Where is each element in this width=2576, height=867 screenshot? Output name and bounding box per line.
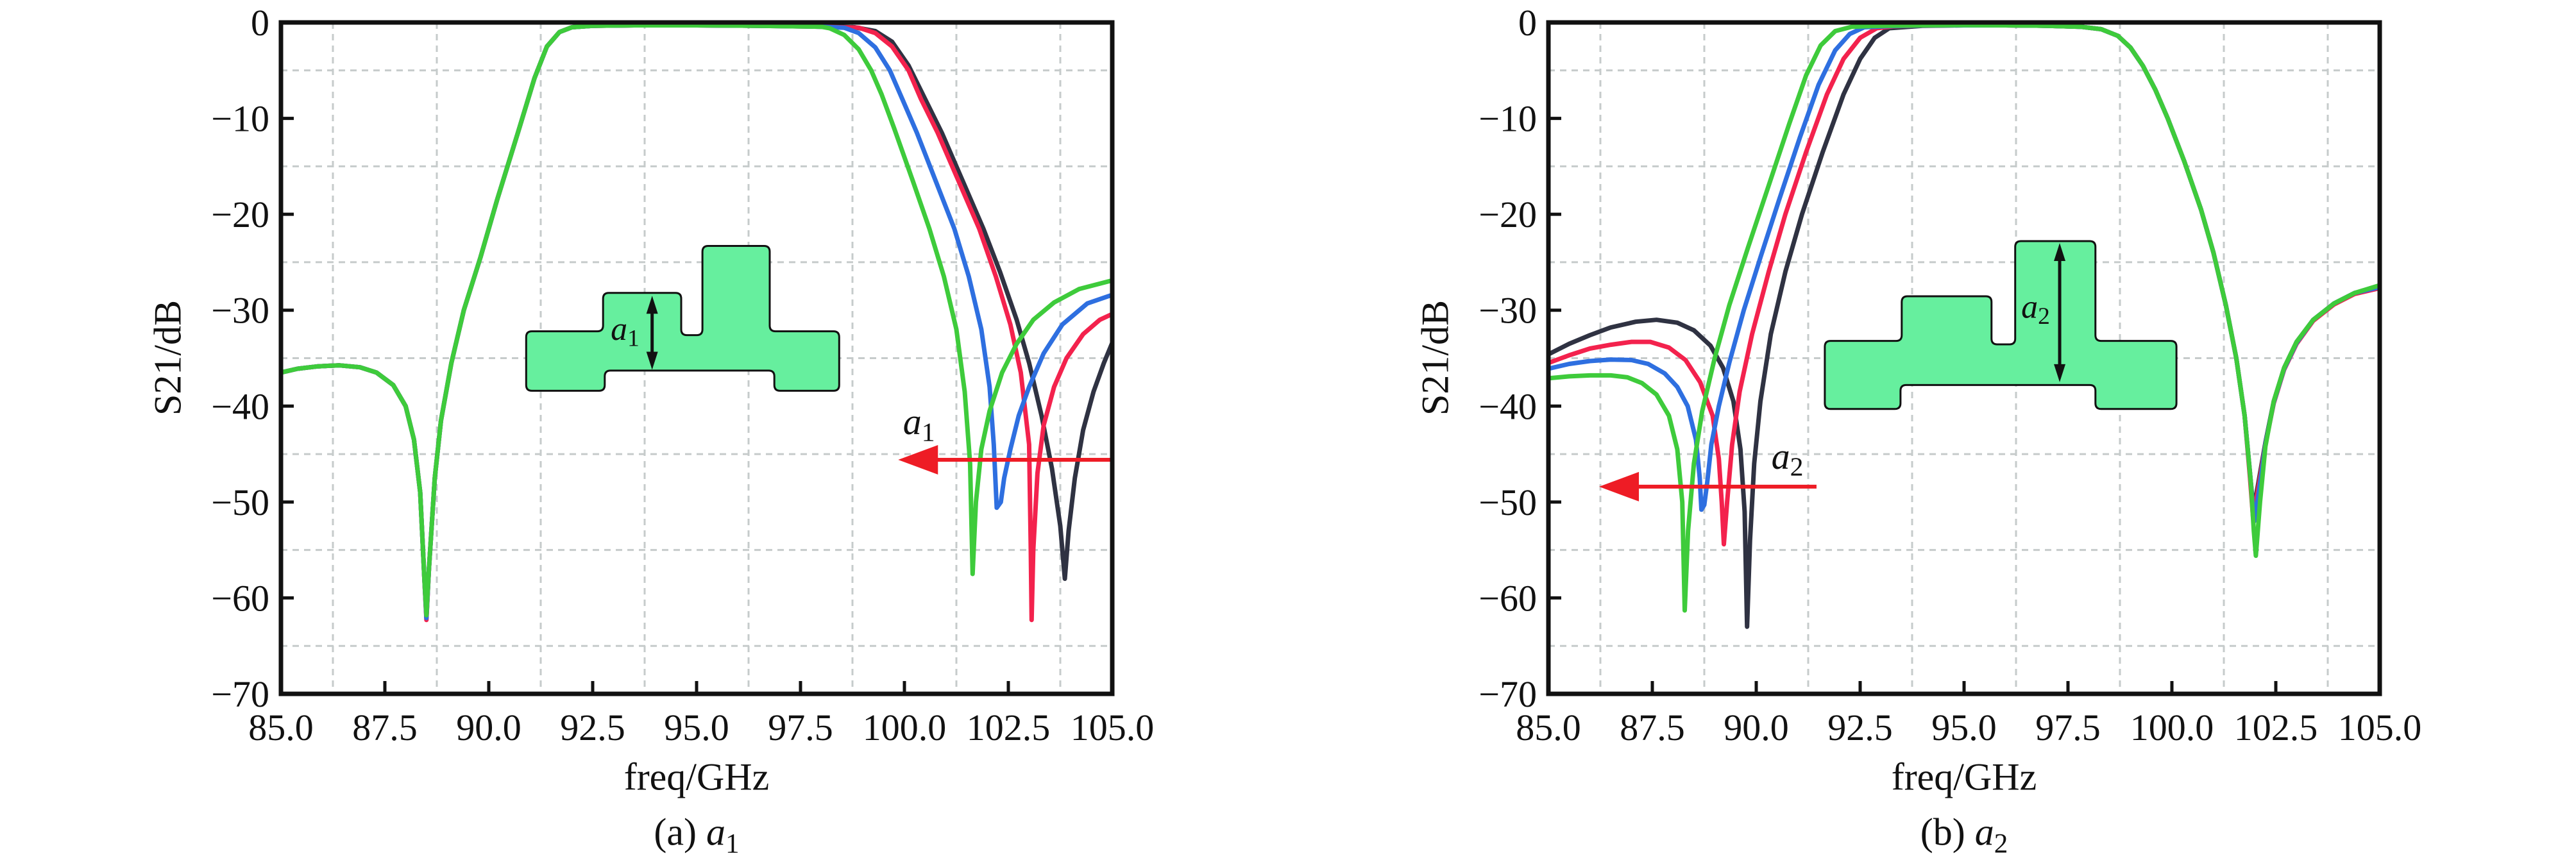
x-tick-label: 85.0 <box>1516 707 1581 748</box>
y-tick-label: −20 <box>211 194 269 235</box>
y-axis-title-a: S21/dB <box>146 299 189 416</box>
curve-red <box>1548 23 2380 547</box>
y-tick-label: −70 <box>211 673 269 715</box>
y-tick-label: −40 <box>1479 385 1537 427</box>
y-tick-label: 0 <box>251 2 269 44</box>
curve-blue <box>1548 23 2380 524</box>
curve-blue <box>281 23 1112 621</box>
y-axis-title-b: S21/dB <box>1414 299 1457 416</box>
x-tick-label: 95.0 <box>664 707 729 748</box>
y-tick-label: −10 <box>211 98 269 140</box>
dim-arrow-head-down <box>2054 364 2066 382</box>
caption-b: (b) a2 <box>1920 811 2008 859</box>
inset-dimension-label: a1 <box>611 311 640 351</box>
curves <box>281 23 1112 623</box>
dim-arrow-head-up <box>2054 243 2066 262</box>
x-tick-label: 92.5 <box>560 707 625 748</box>
y-tick-label: 0 <box>1518 2 1537 44</box>
trend-arrow-head <box>1599 471 1640 501</box>
y-tick-label: −30 <box>211 290 269 332</box>
x-tick-label: 105.0 <box>1071 707 1155 748</box>
x-tick-label: 92.5 <box>1827 707 1893 748</box>
x-tick-label: 105.0 <box>2338 707 2422 748</box>
x-tick-label: 90.0 <box>456 707 521 748</box>
trend-arrow-label: a2 <box>1772 435 1804 482</box>
x-tick-label: 102.5 <box>967 707 1051 748</box>
plot-b: a2 a2 85.0 87.5 90.0 92.5 95.0 97.5 100.0 102.5 10… <box>1479 2 2421 748</box>
y-tick-label: −20 <box>1479 194 1537 235</box>
y-tick-label: −40 <box>211 385 269 427</box>
curves <box>1548 22 2380 629</box>
x-tick-label: 102.5 <box>2234 707 2318 748</box>
x-tick-label: 97.5 <box>768 707 833 748</box>
x-tick-label: 85.0 <box>248 707 314 748</box>
trend-arrow-head <box>898 445 938 475</box>
x-tick-label: 97.5 <box>2035 707 2101 748</box>
dim-arrow-head-down <box>646 351 658 370</box>
inset-waveguide-shape <box>525 245 840 392</box>
y-tick-label: −60 <box>211 577 269 619</box>
caption-a: (a) a1 <box>654 811 740 859</box>
y-tick-label: −60 <box>1479 577 1537 619</box>
x-tick-label: 100.0 <box>2130 707 2214 748</box>
x-tick-label: 95.0 <box>1931 707 1997 748</box>
inset-dimension-label: a2 <box>2021 289 2050 330</box>
curve-green <box>281 23 1112 618</box>
dim-arrow-head-up <box>646 296 658 314</box>
y-tick-label: −10 <box>1479 98 1537 140</box>
curve-black <box>281 23 1112 619</box>
x-axis-title-a: freq/GHz <box>623 755 770 798</box>
x-tick-label: 87.5 <box>1620 707 1685 748</box>
curve-green <box>1548 22 2380 613</box>
inset-waveguide-shape <box>1824 240 2178 410</box>
x-tick-label: 90.0 <box>1724 707 1789 748</box>
x-axis-title-b: freq/GHz <box>1891 755 2037 798</box>
x-tick-label: 87.5 <box>352 707 418 748</box>
curve-red <box>281 23 1112 623</box>
y-tick-label: −70 <box>1479 673 1537 715</box>
x-tick-label: 100.0 <box>863 707 947 748</box>
trend-arrow-label: a1 <box>903 401 935 447</box>
y-tick-label: −50 <box>211 482 269 523</box>
plot-a: a1 a1 85.0 87.5 90.0 92.5 95.0 97.5 100.0 102.5 10… <box>211 2 1154 748</box>
y-tick-label: −50 <box>1479 482 1537 523</box>
y-tick-label: −30 <box>1479 290 1537 332</box>
